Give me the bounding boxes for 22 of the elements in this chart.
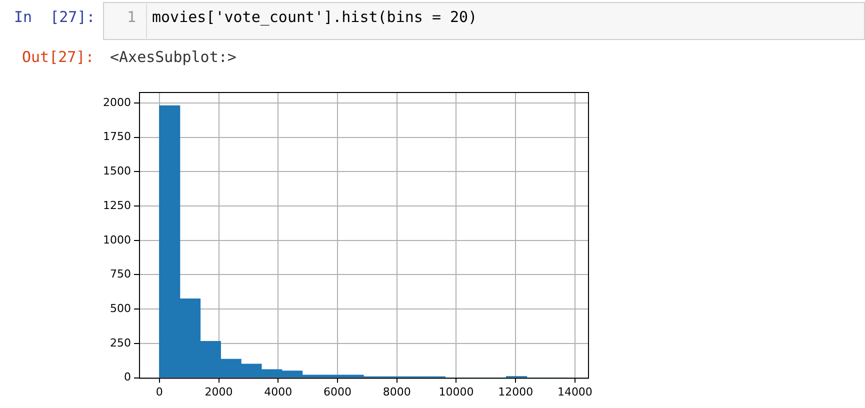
y-tick-label: 1750	[102, 130, 131, 144]
x-tick-label: 10000	[438, 385, 474, 398]
text: 1	[127, 8, 136, 26]
y-tick-label: 250	[110, 336, 131, 350]
text: In [27]:	[14, 8, 96, 26]
x-tick-label: 14000	[557, 385, 592, 398]
y-tick-label: 0	[124, 370, 131, 384]
x-tick-label: 2000	[204, 385, 233, 398]
y-tick-label: 2000	[102, 96, 131, 109]
text: Out[27]:	[22, 48, 94, 66]
x-tick-label: 0	[156, 385, 163, 398]
x-tick-label: 4000	[264, 385, 292, 398]
y-tick-label: 1250	[102, 198, 131, 212]
y-tick-label: 750	[110, 268, 131, 281]
x-tick-label: 6000	[323, 385, 352, 398]
text: <AxesSubplot:>	[110, 48, 236, 66]
x-tick-label: 8000	[382, 385, 411, 398]
y-tick-label: 1500	[102, 164, 131, 178]
x-tick-label: 12000	[498, 385, 534, 398]
text: movies['vote_count'].hist(bins = 20)	[152, 8, 478, 26]
y-tick-label: 500	[110, 302, 131, 315]
y-tick-label: 1000	[102, 233, 131, 246]
